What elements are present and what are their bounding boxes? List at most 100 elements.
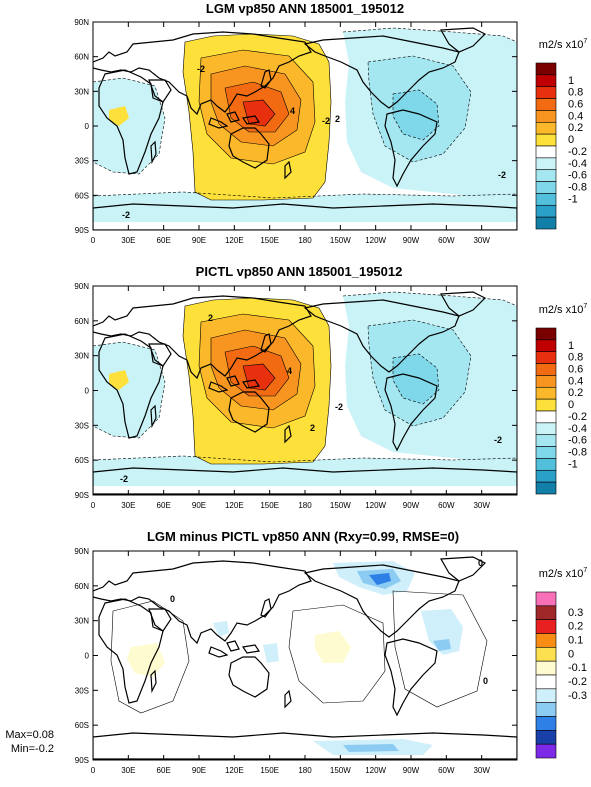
lon-label: 30E: [121, 766, 135, 775]
colorbar-swatch: [535, 469, 557, 483]
colorbar-swatch: [535, 702, 557, 717]
colorbar-swatch: [535, 398, 557, 412]
stat-max: Max=0.08: [5, 729, 54, 741]
lon-label: 60E: [157, 766, 171, 775]
colorbar-label: 0: [568, 399, 574, 411]
lon-label: 90E: [192, 501, 206, 510]
colorbar-label: -0.1: [568, 662, 587, 674]
lat-label: 60S: [75, 456, 89, 465]
lon-label: 120W: [365, 766, 386, 775]
colorbar-swatch: [535, 386, 557, 400]
lon-label: 150E: [260, 236, 279, 245]
lat-label: 90S: [75, 756, 89, 765]
colorbar-swatch: [535, 633, 557, 648]
colorbar-swatch: [535, 327, 557, 341]
lon-label: 120W: [365, 501, 386, 510]
panel-1-title: LGM vp850 ANN 185001_195012: [206, 1, 404, 16]
colorbar-swatch: [535, 351, 557, 364]
colorbar-swatch: [535, 730, 557, 745]
lat-label: 0: [85, 387, 90, 396]
colorbar-swatch: [535, 74, 557, 88]
lon-label: 30W: [473, 236, 490, 245]
lat-label: 30N: [74, 617, 89, 626]
colorbar-label: 1: [568, 340, 574, 352]
svg-text:0: 0: [170, 594, 175, 604]
colorbar-swatch: [535, 375, 557, 388]
lat-axis-3: 90N 60N 30N 0 30S 60S 90S: [74, 547, 517, 765]
lon-label: 90W: [403, 766, 420, 775]
svg-text:2: 2: [208, 313, 213, 323]
lon-label: 120E: [225, 766, 244, 775]
colorbar-label: 0.2: [568, 621, 583, 633]
lon-label: 150E: [260, 501, 279, 510]
colorbar-swatch: [535, 410, 557, 424]
lat-label: 60N: [74, 582, 89, 591]
lat-label: 30N: [74, 87, 89, 96]
colorbar-label: -0.4: [568, 158, 587, 170]
lon-label: 180: [298, 766, 312, 775]
svg-text:-2: -2: [122, 210, 130, 220]
panel-3-title: LGM minus PICTL vp850 ANN (Rxy=0.99, RMS…: [147, 529, 459, 544]
lon-label: 90W: [403, 501, 420, 510]
lon-label: 60E: [157, 501, 171, 510]
colorbar-swatch: [535, 688, 557, 703]
lon-label: 90E: [192, 236, 206, 245]
colorbar-label: -0.8: [568, 182, 587, 194]
colorbar-swatch: [535, 422, 557, 436]
lon-label: 60E: [157, 236, 171, 245]
lat-label: 60S: [75, 191, 89, 200]
lon-label: 120E: [225, 236, 244, 245]
colorbar-swatch: [535, 169, 557, 182]
lat-label: 0: [85, 652, 90, 661]
panel-1: LGM vp850 ANN 185001_195012 -2 4 -2 -2 -…: [74, 1, 587, 245]
lat-label: 90S: [75, 491, 89, 500]
contour-labels-1: -2 4 -2 -2 -2 2: [122, 64, 506, 220]
lon-axis-3: 0 30E 60E 90E 120E 150E 180 150W 120W 90W 60W 30W: [91, 551, 490, 775]
lon-label: 150E: [260, 766, 279, 775]
lon-label: 60W: [438, 501, 455, 510]
colorbar-swatch: [535, 204, 557, 218]
lat-label: 30N: [74, 352, 89, 361]
colorbar-swatch: [535, 716, 557, 731]
colorbar-label: 0.6: [568, 364, 583, 376]
colorbar-units: m2/s x107: [539, 38, 588, 51]
lon-axis-1: 0 30E 60E 90E 120E 150E 180 150W 120W 90W 60W 30W: [91, 22, 490, 245]
contour-labels-3: 0 0 0: [170, 558, 488, 686]
lon-label: 30E: [121, 236, 135, 245]
colorbar-label: -0.2: [568, 676, 587, 688]
lon-label: 60W: [438, 236, 455, 245]
lat-label: 60S: [75, 721, 89, 730]
lon-axis-2: 0 30E 60E 90E 120E 150E 180 150W 120W 90W 60W 30W: [91, 286, 490, 510]
lon-label: 30E: [121, 501, 135, 510]
colorbar-label: 0.6: [568, 99, 583, 111]
colorbar-swatch: [535, 647, 557, 662]
svg-text:0: 0: [478, 558, 483, 568]
colorbar-swatch: [535, 110, 557, 123]
colorbar-units: m2/s x107: [539, 303, 588, 316]
colorbar-swatch: [535, 446, 557, 459]
colorbar-1: 10.80.60.40.20-0.2-0.4-0.6-0.8-1 m2/s x10…: [535, 38, 588, 230]
svg-text:0: 0: [483, 676, 488, 686]
colorbar-3: 0.3 0.20.1 0 -0.1 -0.2 -0.3 m2/s x107: [535, 567, 587, 759]
lon-label: 120E: [225, 501, 244, 510]
contour-labels-2: 2 4 -2 -2 2 -2: [120, 313, 502, 484]
colorbar-label: -0.6: [568, 435, 587, 447]
lat-label: 90N: [74, 282, 89, 291]
colorbar-swatch: [535, 193, 557, 206]
svg-text:4: 4: [287, 366, 292, 376]
lat-label: 60N: [74, 317, 89, 326]
lat-axis-1: 90N 60N 30N 0 30S 60S 90S: [74, 18, 517, 235]
colorbar-label: 0.2: [568, 387, 583, 399]
lon-label: 150W: [330, 236, 351, 245]
lon-label: 120W: [365, 236, 386, 245]
colorbar-swatch: [535, 660, 557, 676]
svg-text:-2: -2: [335, 402, 343, 412]
colorbar-label: 0.4: [568, 375, 583, 387]
lon-label: 30W: [473, 766, 490, 775]
colorbar-2: 10.80.60.40.20-0.2-0.4-0.6-0.8-1 m2/s x10…: [535, 303, 588, 495]
colorbar-swatch: [535, 181, 557, 194]
colorbar-label: 0: [568, 648, 574, 660]
lon-label: 60W: [438, 766, 455, 775]
colorbar-swatch: [535, 98, 557, 111]
lon-label: 150W: [330, 766, 351, 775]
